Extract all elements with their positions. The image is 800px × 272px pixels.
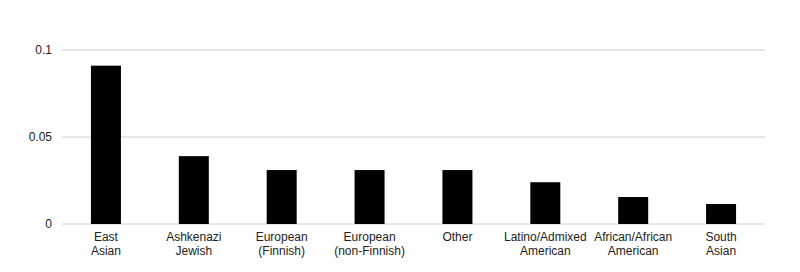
grid-line xyxy=(62,224,765,225)
bars xyxy=(91,66,736,224)
x-tick-label: EastAsian xyxy=(91,230,121,258)
bar xyxy=(91,66,121,224)
x-tick-label: AshkenaziJewish xyxy=(166,230,221,258)
chart-container: 0 0.05 0.1 EastAsian AshkenaziJewish European… xyxy=(0,0,800,272)
bar xyxy=(442,170,472,224)
x-tick-label: European(Finnish) xyxy=(256,230,308,258)
x-tick-label: Latino/AdmixedAmerican xyxy=(504,230,587,258)
bar xyxy=(530,182,560,224)
x-tick-label: European(non-Finnish) xyxy=(334,230,405,258)
y-tick-label: 0 xyxy=(45,217,52,231)
bar xyxy=(179,156,209,224)
grid-line xyxy=(62,137,765,138)
bar xyxy=(267,170,297,224)
grid xyxy=(62,50,765,224)
chart-svg: 0 0.05 0.1 EastAsian AshkenaziJewish European… xyxy=(0,0,800,272)
x-tick-label: SouthAsian xyxy=(705,230,736,258)
x-tick-label: African/AfricanAmerican xyxy=(594,230,672,258)
bar xyxy=(706,204,736,224)
y-tick-label: 0.1 xyxy=(35,43,52,57)
x-tick-label: Other xyxy=(442,230,472,244)
bar xyxy=(618,197,648,224)
bar xyxy=(355,170,385,224)
y-tick-label: 0.05 xyxy=(29,130,53,144)
grid-line xyxy=(62,50,765,51)
